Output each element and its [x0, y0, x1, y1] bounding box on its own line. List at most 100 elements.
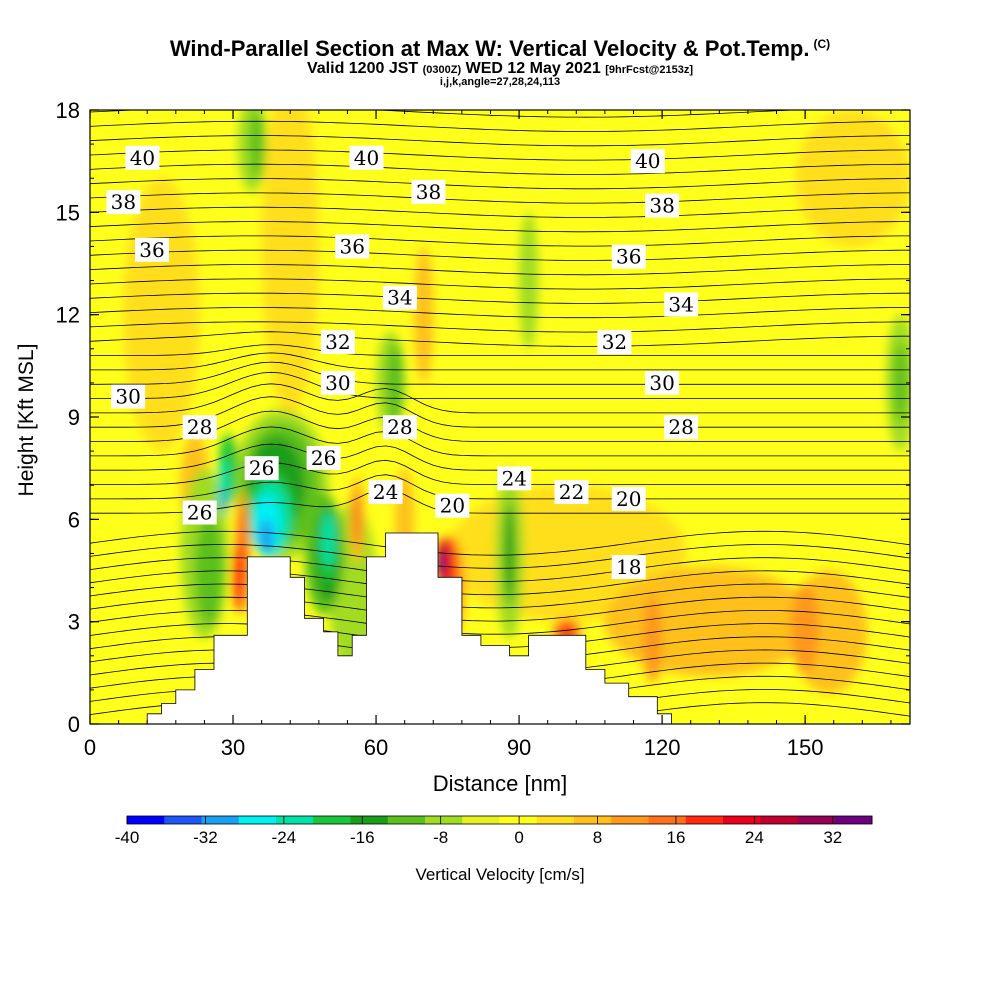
colorbar-tick-label: -32 [193, 828, 218, 847]
colorbar-swatch [201, 816, 240, 824]
colorbar-swatch [313, 816, 351, 824]
theta-label-text: 30 [325, 371, 350, 395]
theta-label-text: 38 [416, 180, 441, 204]
theta-label: 36 [335, 234, 370, 259]
theta-label: 18 [611, 555, 646, 580]
theta-label-text: 24 [373, 480, 398, 504]
theta-label-text: 34 [668, 292, 693, 316]
theta-contour-line [90, 307, 910, 319]
colorbar-tick-label: 16 [666, 828, 685, 847]
theta-label-text: 30 [649, 371, 674, 395]
theta-contour-line [90, 249, 910, 261]
theta-contour-line [90, 610, 910, 635]
y-tick-label: 0 [68, 712, 80, 737]
valid-prefix: Valid 1200 JST [306, 60, 419, 77]
colorbar-tick-label: 0 [514, 828, 523, 847]
colorbar-swatch [760, 816, 798, 824]
velocity-field [123, 110, 910, 694]
theta-label-text: 40 [635, 149, 660, 173]
theta-contour-line [90, 544, 910, 569]
theta-contour-line [90, 352, 910, 371]
theta-label-text: 36 [339, 234, 364, 258]
x-tick-label: 60 [364, 735, 388, 760]
theta-contour-line [90, 321, 910, 333]
theta-contour-line [90, 221, 910, 233]
theta-label-text: 40 [354, 146, 379, 170]
chart-title: Wind-Parallel Section at Max W: Vertical… [0, 36, 1000, 62]
theta-contour-line [90, 474, 910, 500]
x-tick-label: 0 [84, 735, 96, 760]
theta-label: 34 [382, 285, 417, 310]
colorbar-swatch [276, 816, 314, 824]
theta-label-text: 38 [111, 190, 136, 214]
theta-label-text: 26 [249, 456, 274, 480]
y-tick-label: 15 [56, 200, 80, 225]
colorbar-tick-label: -24 [272, 828, 297, 847]
theta-label: 30 [320, 370, 355, 395]
theta-label-text: 30 [115, 385, 140, 409]
colorbar-swatch [536, 816, 575, 824]
theta-label-text: 24 [502, 466, 527, 490]
y-tick-label: 18 [56, 98, 80, 123]
theta-contour-line [90, 235, 910, 247]
theta-label: 32 [320, 329, 355, 354]
theta-label: 26 [244, 456, 279, 481]
theta-label-text: 34 [387, 286, 412, 310]
theta-label-text: 28 [187, 415, 212, 439]
theta-contour-line [90, 264, 910, 276]
theta-contour-line [90, 530, 910, 556]
theta-label: 26 [182, 500, 217, 525]
theta-contour-line [90, 292, 910, 304]
theta-contour-line [90, 192, 910, 204]
y-tick-label: 9 [68, 405, 80, 430]
theta-label: 20 [435, 493, 470, 518]
colorbar-swatch [723, 816, 761, 824]
colorbar-swatch [350, 816, 389, 824]
theta-contour-line [90, 278, 910, 290]
theta-contours [90, 110, 910, 724]
colorbar-swatch [425, 816, 463, 824]
terrain [90, 532, 673, 724]
theta-contour-line [90, 371, 910, 399]
theta-label: 38 [411, 179, 446, 204]
y-tick-label: 12 [56, 303, 80, 328]
colorbar-swatch [164, 816, 202, 824]
theta-contour-line [90, 149, 910, 161]
colorbar-swatch [387, 816, 426, 824]
colorbar-tick-label: -40 [115, 828, 140, 847]
x-tick-label: 90 [507, 735, 531, 760]
theta-label: 32 [597, 329, 632, 354]
x-axis: 0 30 60 90 120 150 [84, 110, 892, 760]
theta-contour-line [90, 570, 910, 596]
theta-label: 38 [645, 193, 680, 218]
theta-label: 40 [349, 145, 384, 170]
theta-contour-line [90, 583, 910, 609]
theta-contour-line [90, 110, 801, 118]
theta-label-text: 38 [649, 194, 674, 218]
colorbar-tick-label: 24 [745, 828, 764, 847]
theta-label: 24 [368, 480, 403, 505]
colorbar-swatch [797, 816, 836, 824]
colorbar-label: Vertical Velocity [cm/s] [415, 865, 584, 884]
theta-label-text: 20 [616, 487, 641, 511]
y-axis: 0 36 9 12 15 18 [56, 98, 910, 737]
theta-contour-line [90, 361, 910, 385]
chart-title-text: Wind-Parallel Section at Max W: Vertical… [169, 36, 810, 61]
valid-utc: (0300Z) [422, 64, 462, 76]
theta-contour-line [90, 331, 910, 347]
x-tick-label: 120 [644, 735, 681, 760]
theta-label-text: 32 [325, 330, 350, 354]
title-mark: (C) [813, 36, 831, 51]
theta-contour-line [90, 135, 910, 147]
theta-contour-line [90, 410, 910, 442]
theta-label-text: 26 [187, 501, 212, 525]
y-tick-label: 3 [68, 610, 80, 635]
forecast-info: [9hrFcst@2153z] [605, 64, 694, 76]
colorbar-swatch [648, 816, 687, 824]
theta-label: 22 [554, 480, 589, 505]
theta-label: 40 [630, 149, 665, 174]
theta-label: 30 [111, 384, 146, 409]
theta-label-text: 18 [616, 555, 641, 579]
